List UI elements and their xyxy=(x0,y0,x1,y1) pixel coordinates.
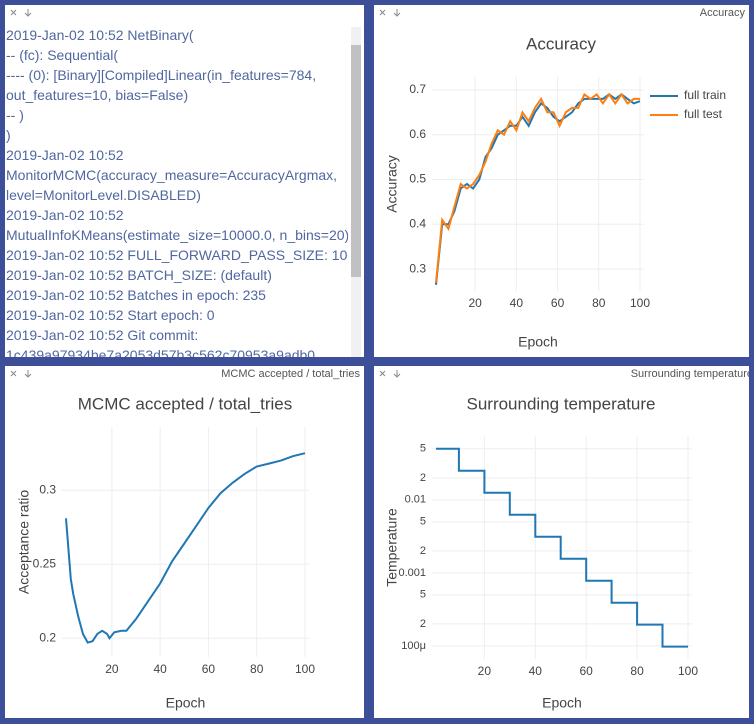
pane-controls[interactable] xyxy=(9,368,39,382)
y-tick-label: 2 xyxy=(420,618,426,630)
series-line xyxy=(435,92,640,283)
y-axis-label: Temperature xyxy=(384,508,400,587)
y-tick-label: 100μ xyxy=(401,640,426,652)
chart: Surrounding temperature 5 2 0.01 5 2 0.001 5 2 10… xyxy=(384,394,699,711)
log-line: 2019-Jan-02 10:52 Batches in epoch: 235 xyxy=(6,287,266,303)
pane-controls[interactable] xyxy=(9,7,39,21)
series-line xyxy=(436,447,688,648)
x-tick-label: 80 xyxy=(630,664,644,678)
log-line: out_features=10, bias=False) xyxy=(6,87,189,103)
log-line: 2019-Jan-02 10:52 xyxy=(6,147,124,163)
x-tick-label: 100 xyxy=(630,296,650,310)
log-line: -- ) xyxy=(6,107,24,123)
log-line: 1c439a97934be7a2053d57b3c562c70953a9adb0 xyxy=(6,347,316,357)
log-text: 2019-Jan-02 10:52 NetBinary( -- (fc): Seq… xyxy=(6,25,348,357)
series-line xyxy=(435,93,641,285)
y-tick-label: 0.3 xyxy=(39,482,56,496)
x-tick-label: 20 xyxy=(478,664,492,678)
y-tick-label: 2 xyxy=(420,472,426,484)
y-tick-label: 0.01 xyxy=(405,494,426,506)
legend-label: full train xyxy=(684,88,726,102)
y-axis-label: Acceptance ratio xyxy=(16,490,32,594)
chart-pane: Accuracy Accuracy 0.3 0.4 0.5 0.6 0.7 20 40 60 80… xyxy=(374,5,749,357)
legend-label: full test xyxy=(684,107,723,121)
series-line xyxy=(65,452,306,644)
pane-controls[interactable] xyxy=(378,368,408,382)
y-tick-label: 0.25 xyxy=(33,556,57,570)
x-tick-label: 60 xyxy=(551,296,565,310)
x-tick-label: 40 xyxy=(529,664,543,678)
x-axis-label: Epoch xyxy=(518,334,558,350)
y-tick-label: 0.2 xyxy=(39,630,56,644)
log-line: 2019-Jan-02 10:52 BATCH_SIZE: (default) xyxy=(6,267,272,283)
y-tick-label: 0.3 xyxy=(409,261,426,275)
chart-title: Accuracy xyxy=(526,34,596,53)
y-tick-label: 0.001 xyxy=(398,567,426,579)
log-line: ---- (0): [Binary][Compiled]Linear(in_fe… xyxy=(6,67,317,83)
x-axis-label: Epoch xyxy=(166,695,206,711)
log-line: 2019-Jan-02 10:52 Git commit: xyxy=(6,327,199,343)
y-tick-label: 5 xyxy=(420,443,426,455)
x-tick-label: 80 xyxy=(250,662,264,676)
log-line: 2019-Jan-02 10:52 Start epoch: 0 xyxy=(6,307,215,323)
log-line: 2019-Jan-02 10:52 xyxy=(6,207,124,223)
log-line: ) xyxy=(6,127,11,143)
x-tick-label: 20 xyxy=(105,662,119,676)
chart: Accuracy 0.3 0.4 0.5 0.6 0.7 20 40 60 80 100 Epoch A… xyxy=(384,34,726,350)
log-line: MutualInfoKMeans(estimate_size=10000.0, … xyxy=(6,227,348,243)
pane-title: Accuracy xyxy=(699,7,745,19)
log-line: -- (fc): Sequential( xyxy=(6,47,119,63)
x-axis-label: Epoch xyxy=(542,695,582,711)
x-tick-label: 40 xyxy=(510,296,524,310)
chart-title: Surrounding temperature xyxy=(466,394,655,413)
text-pane: 2019-Jan-02 10:52 NetBinary( -- (fc): Seq… xyxy=(5,5,364,357)
pane-title: Surrounding temperature xyxy=(630,368,749,380)
chart-pane: Surrounding temperature Surrounding temp… xyxy=(374,366,749,718)
x-tick-label: 60 xyxy=(580,664,594,678)
x-tick-label: 20 xyxy=(468,296,482,310)
x-tick-label: 80 xyxy=(592,296,606,310)
x-tick-label: 60 xyxy=(202,662,216,676)
log-line: 2019-Jan-02 10:52 NetBinary( xyxy=(6,27,194,43)
log-line: 2019-Jan-02 10:52 FULL_FORWARD_PASS_SIZE… xyxy=(6,247,348,263)
pane-controls[interactable] xyxy=(378,7,408,21)
x-tick-label: 40 xyxy=(153,662,167,676)
y-tick-label: 5 xyxy=(420,516,426,528)
chart-pane: MCMC accepted / total_tries MCMC accepte… xyxy=(5,366,364,718)
y-tick-label: 0.7 xyxy=(409,82,426,96)
chart: MCMC accepted / total_tries 0.2 0.25 0.3 20 4… xyxy=(16,394,316,711)
x-tick-label: 100 xyxy=(295,662,315,676)
x-tick-label: 100 xyxy=(678,664,698,678)
y-tick-label: 5 xyxy=(420,589,426,601)
log-line: level=MonitorLevel.DISABLED) xyxy=(6,187,201,203)
pane-title: MCMC accepted / total_tries xyxy=(221,368,360,380)
y-tick-label: 0.5 xyxy=(409,172,426,186)
scrollbar-thumb[interactable] xyxy=(351,45,361,277)
chart-title: MCMC accepted / total_tries xyxy=(78,394,292,413)
y-tick-label: 0.6 xyxy=(409,127,426,141)
log-line: MonitorMCMC(accuracy_measure=AccuracyArg… xyxy=(6,167,338,183)
y-axis-label: Accuracy xyxy=(384,155,400,213)
y-tick-label: 0.4 xyxy=(409,216,426,230)
y-tick-label: 2 xyxy=(420,545,426,557)
